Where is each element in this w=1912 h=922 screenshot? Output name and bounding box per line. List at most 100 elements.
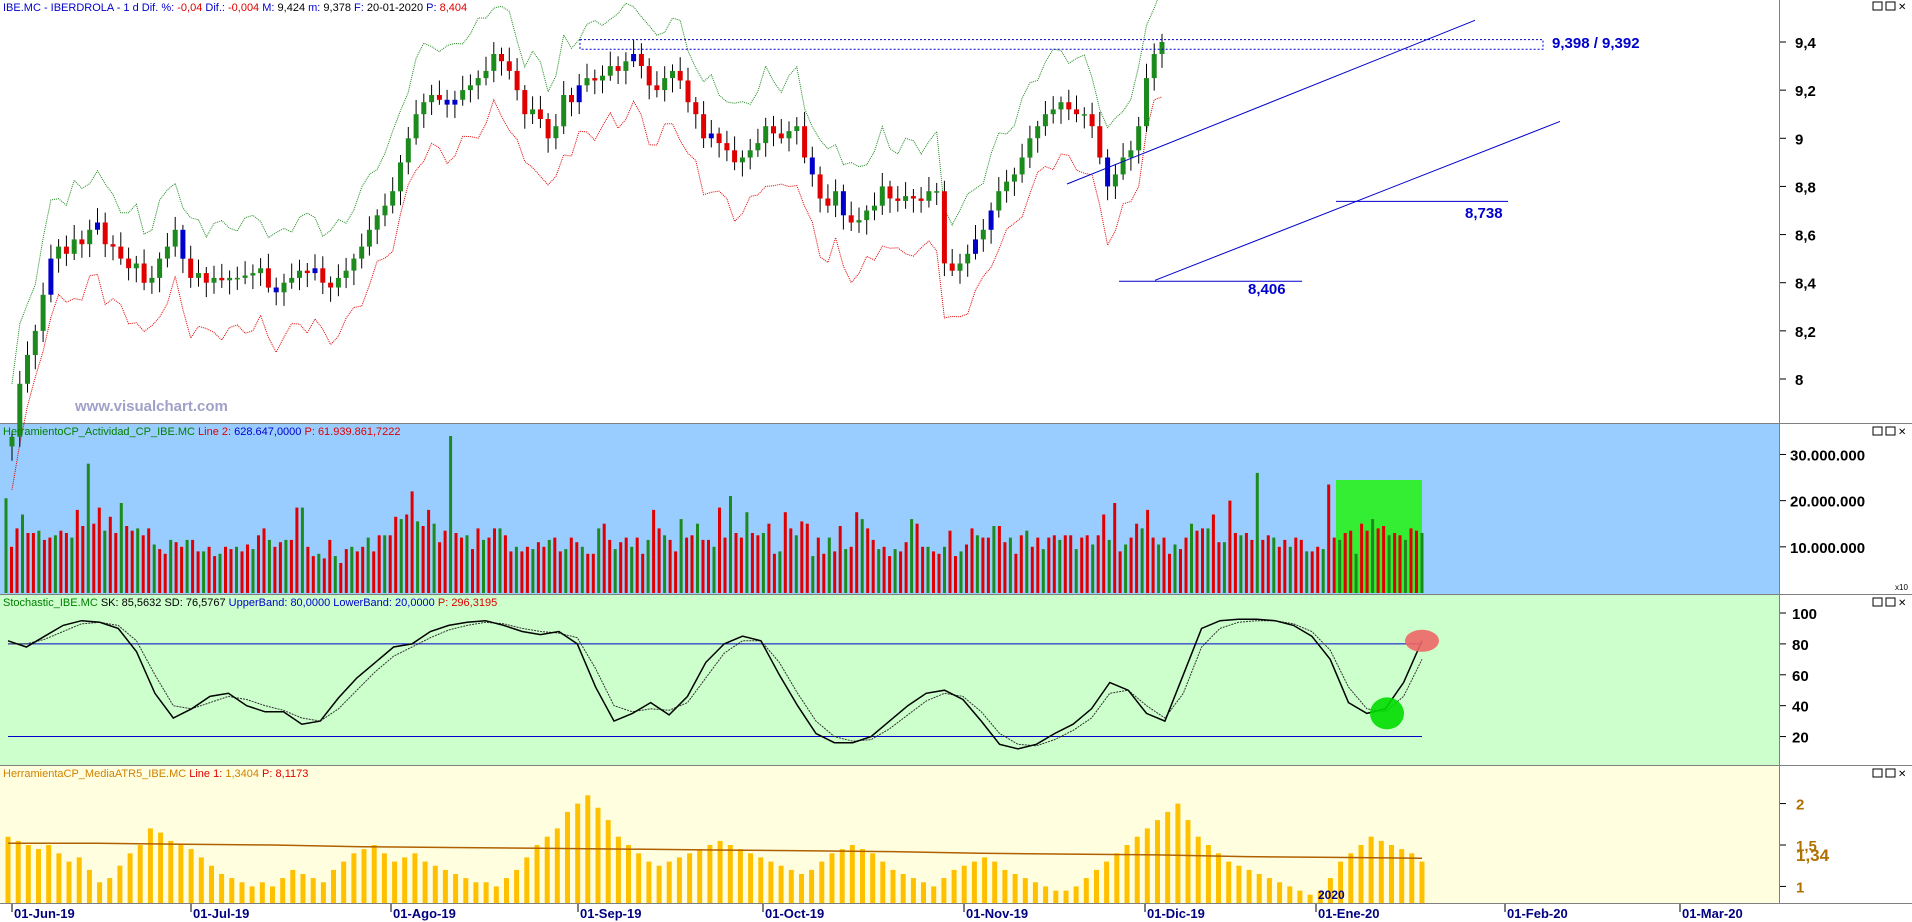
candle-body	[320, 268, 326, 283]
candle-body	[584, 78, 590, 86]
volume-bar	[619, 542, 623, 593]
price-y-tick: 8	[1795, 372, 1803, 389]
stochastic-y-tick: 80	[1792, 637, 1809, 654]
volume-bar	[783, 512, 787, 593]
candle-body	[1136, 126, 1142, 151]
candle-body	[312, 268, 318, 274]
volume-bar	[630, 546, 634, 593]
volume-bar	[141, 535, 145, 593]
atr-bar	[971, 861, 977, 903]
volume-bar	[668, 539, 672, 593]
atr-bar	[707, 845, 713, 903]
volume-bar	[794, 535, 798, 593]
volume-bar	[970, 528, 974, 593]
volume-bar	[405, 514, 409, 593]
candle-body	[848, 215, 854, 223]
atr-bar	[198, 857, 204, 903]
price-window-controls: ✕	[1872, 1, 1906, 13]
candle-body	[561, 95, 567, 127]
candle-body	[941, 191, 947, 264]
minimize-icon[interactable]	[1872, 597, 1883, 607]
atr-bar	[931, 886, 937, 903]
price-y-tick: 9	[1795, 131, 1803, 148]
volume-bar	[284, 539, 288, 593]
candle-body	[778, 133, 784, 139]
volume-bar	[427, 509, 431, 593]
volume-bar	[399, 519, 403, 593]
candle-body	[172, 229, 178, 247]
candle-body	[817, 174, 823, 199]
volume-bar	[602, 523, 606, 593]
volume-bar	[1014, 553, 1018, 594]
atr-bar	[280, 878, 286, 903]
volume-bar	[125, 526, 129, 593]
volume-bar	[1107, 539, 1111, 593]
maximize-icon[interactable]	[1885, 768, 1896, 778]
candle-body	[1128, 150, 1134, 158]
volume-bar	[97, 507, 101, 593]
atr-bar	[86, 869, 92, 903]
minimize-icon[interactable]	[1872, 1, 1883, 11]
volume-bar	[1140, 528, 1144, 593]
candle-body	[670, 70, 675, 79]
atr-bar	[1104, 861, 1110, 903]
volume-bar	[1041, 549, 1045, 593]
candle-body	[716, 133, 722, 144]
volume-bar	[366, 537, 370, 593]
candle-body	[9, 436, 15, 447]
volume-bar	[915, 523, 919, 593]
atr-bar	[117, 865, 123, 903]
candle-body	[1081, 114, 1087, 116]
atr-bar	[1073, 886, 1079, 903]
minimize-icon[interactable]	[1872, 768, 1883, 778]
price-y-tick: 8,8	[1795, 179, 1816, 196]
volume-bar	[531, 549, 535, 593]
candle-body	[903, 196, 909, 201]
atr-bar	[737, 849, 743, 903]
atr-bar	[1287, 886, 1293, 903]
volume-bar	[196, 551, 200, 593]
atr-bar	[1216, 853, 1221, 903]
candle-body	[25, 354, 30, 384]
volume-bar	[888, 556, 892, 593]
atr-bar	[788, 869, 794, 903]
volume-bar	[1409, 528, 1413, 593]
volume-bar	[1365, 530, 1369, 593]
volume-bar	[1332, 537, 1336, 593]
volume-bar	[652, 509, 656, 593]
candle-body	[732, 150, 738, 163]
volume-bar	[1151, 537, 1155, 593]
volume-bar	[904, 542, 908, 593]
volume-bar	[1217, 542, 1221, 593]
close-icon[interactable]: ✕	[1898, 427, 1906, 438]
atr-bar	[595, 807, 601, 903]
volume-bar	[70, 537, 74, 593]
close-icon[interactable]: ✕	[1898, 2, 1906, 13]
volume-bar	[860, 519, 864, 593]
candle-body	[693, 102, 699, 115]
maximize-icon[interactable]	[1885, 597, 1896, 607]
candle-body	[957, 263, 963, 271]
minimize-icon[interactable]	[1872, 426, 1883, 436]
volume-bar	[64, 533, 68, 593]
volume-bar	[932, 551, 935, 593]
volume-bar	[42, 539, 46, 593]
atr-bar	[168, 840, 174, 903]
volume-bar	[158, 549, 162, 593]
maximize-icon[interactable]	[1885, 1, 1896, 11]
atr-bar	[941, 878, 947, 903]
close-icon[interactable]: ✕	[1898, 598, 1906, 609]
candle-body	[1027, 138, 1033, 158]
candle-body	[95, 222, 100, 230]
atr-bar	[860, 849, 865, 903]
volume-bar	[750, 533, 754, 593]
volume-bar	[723, 537, 727, 593]
close-icon[interactable]: ✕	[1898, 769, 1906, 780]
atr-bar	[412, 853, 418, 903]
candle-body	[786, 131, 792, 139]
atr-bar	[1327, 878, 1333, 903]
atr-bar	[768, 861, 774, 903]
volume-bar	[1415, 530, 1418, 593]
maximize-icon[interactable]	[1885, 426, 1896, 436]
candle-body	[1066, 102, 1072, 110]
